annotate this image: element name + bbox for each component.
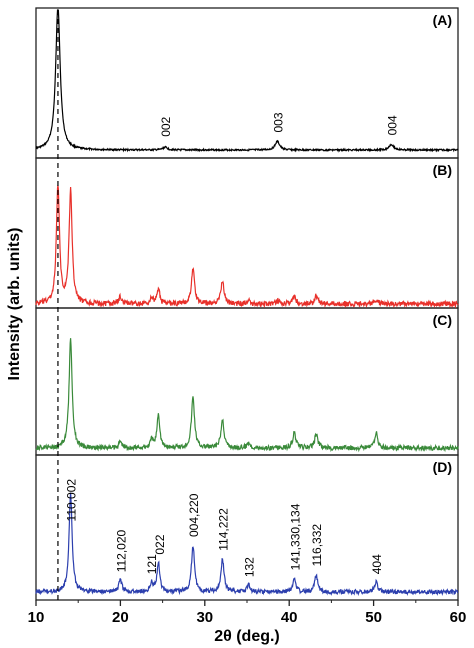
peak-index-label: 112,020 [114, 529, 128, 572]
peak-index-label: 114,222 [217, 508, 231, 551]
diffraction-trace [35, 9, 459, 153]
panel-frame [35, 307, 459, 456]
labels-layer: (A)001002003004(B)(C)(D)110,002112,02012… [65, 12, 452, 577]
x-axis-label: 2θ (deg.) [214, 628, 280, 645]
diffraction-trace [35, 492, 459, 597]
panel-label: (D) [433, 459, 452, 475]
peak-index-label: 004,220 [187, 493, 201, 537]
x-axis: 10 20 30 40 50 60 [28, 600, 467, 626]
peak-index-label: 121 [145, 554, 159, 574]
peak-index-label: 004 [385, 115, 399, 135]
peak-index-label: 002 [159, 116, 173, 136]
panel-label: (C) [433, 312, 452, 328]
x-tick-label: 30 [196, 609, 213, 626]
panel-frame [35, 454, 459, 601]
diffraction-trace [35, 185, 459, 309]
x-tick-label: 10 [28, 609, 45, 626]
x-tick-label: 50 [365, 609, 382, 626]
diffraction-trace [35, 338, 459, 453]
x-tick-label: 40 [281, 609, 298, 626]
x-tick-label: 60 [450, 609, 467, 626]
peak-index-label: 116,332 [310, 524, 324, 567]
x-tick-label: 20 [112, 609, 129, 626]
traces-layer [35, 9, 459, 597]
panel-label: (A) [433, 12, 452, 28]
panel-label: (B) [433, 162, 452, 178]
peak-index-label: 404 [370, 554, 384, 574]
peak-index-label: 003 [271, 112, 285, 132]
panel-frame [35, 157, 459, 309]
peak-index-label: 022 [153, 534, 167, 554]
peak-index-label: 141,330,134 [288, 503, 302, 570]
peak-index-label: 132 [243, 557, 257, 577]
peak-index-label: 110,002 [65, 479, 79, 522]
y-axis-label: Intensity (arb. units) [6, 228, 23, 381]
